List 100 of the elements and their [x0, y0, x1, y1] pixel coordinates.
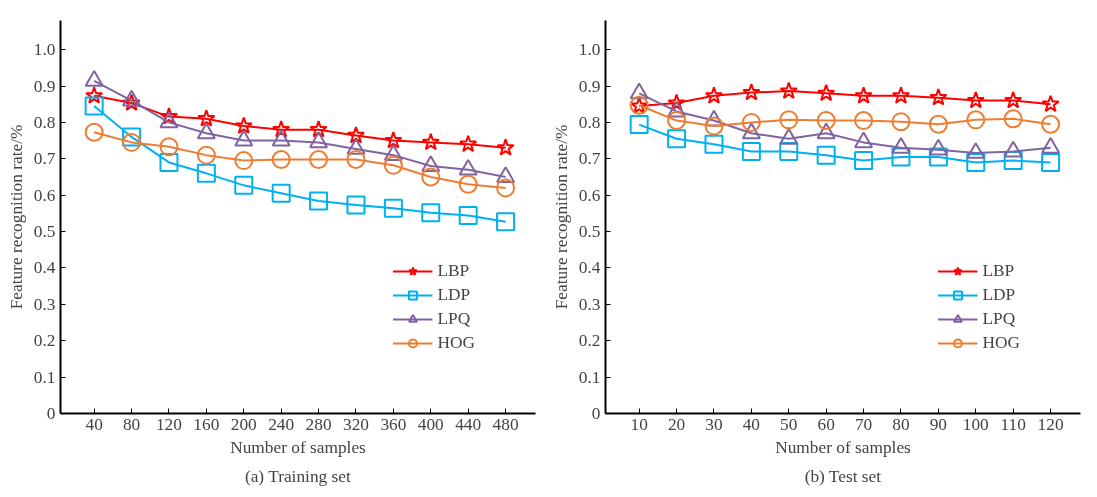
point — [159, 152, 179, 172]
point — [496, 138, 515, 156]
point — [1041, 94, 1060, 113]
x-tick-label: 50 — [780, 414, 798, 434]
point — [629, 115, 649, 135]
point — [966, 91, 985, 109]
point — [196, 163, 216, 183]
x-tick-label: 80 — [892, 414, 910, 434]
point — [309, 131, 329, 149]
point — [85, 86, 104, 104]
point — [779, 110, 799, 130]
point — [346, 125, 366, 144]
x-tick-label: 240 — [268, 414, 295, 434]
point — [667, 129, 687, 149]
legend-label: HOG — [437, 333, 475, 353]
point — [966, 152, 986, 172]
x-axis-title: Number of samples — [230, 437, 367, 457]
x-tick-label: 320 — [342, 414, 369, 434]
point — [421, 203, 441, 223]
y-tick-label: 1.0 — [33, 40, 56, 60]
point — [271, 150, 291, 169]
legend-label: LBP — [437, 261, 470, 281]
point — [458, 206, 478, 226]
point — [196, 145, 216, 165]
point — [159, 137, 179, 157]
point — [459, 134, 478, 153]
y-tick-label: 0.4 — [33, 258, 56, 278]
point — [272, 120, 291, 138]
legend-label: LPQ — [437, 309, 471, 329]
x-tick-label: 160 — [193, 414, 220, 434]
point — [346, 195, 366, 215]
point — [309, 191, 329, 211]
point — [496, 178, 516, 198]
point — [122, 93, 141, 111]
point — [1004, 91, 1023, 109]
point — [383, 198, 403, 218]
point — [271, 129, 291, 147]
point — [1041, 152, 1061, 172]
point — [742, 83, 761, 101]
point — [384, 131, 403, 149]
y-tick-label: 0 — [591, 404, 601, 423]
y-tick-label: 0.1 — [33, 367, 56, 387]
point — [122, 89, 142, 107]
x-tick-label: 40 — [85, 414, 103, 434]
point — [704, 134, 724, 154]
point — [667, 100, 687, 118]
point — [346, 138, 366, 155]
y-tick-label: 0.3 — [578, 294, 601, 314]
y-axis-title: Feature recognition rate/% — [551, 124, 571, 310]
y-tick-label: 0.7 — [578, 149, 601, 169]
point — [309, 120, 328, 138]
point — [817, 83, 836, 102]
point — [779, 81, 798, 99]
point — [1003, 109, 1023, 129]
point — [629, 82, 649, 100]
x-tick-label: 90 — [929, 414, 948, 434]
y-tick-label: 0.6 — [33, 185, 56, 205]
point — [854, 111, 874, 131]
x-tick-label: 280 — [305, 414, 332, 434]
point — [854, 151, 874, 171]
point — [704, 116, 724, 136]
point — [346, 150, 366, 169]
point — [234, 129, 254, 147]
x-tick-label: 440 — [455, 414, 482, 434]
x-tick-label: 70 — [854, 414, 873, 434]
y-tick-label: 0.4 — [578, 258, 601, 278]
point — [1003, 151, 1023, 171]
y-tick-label: 0 — [46, 404, 56, 423]
point — [458, 174, 478, 194]
x-tick-label: 20 — [667, 414, 686, 434]
x-tick-label: 80 — [122, 414, 141, 434]
y-tick-label: 0.9 — [578, 76, 601, 96]
point — [779, 142, 799, 161]
x-tick-label: 200 — [230, 414, 257, 434]
point — [159, 107, 179, 125]
point — [929, 88, 948, 106]
x-tick-label: 480 — [492, 414, 519, 434]
point — [667, 111, 687, 131]
legend-label: LDP — [437, 285, 471, 305]
x-tick-label: 30 — [705, 414, 723, 434]
x-axis-title: Number of samples — [775, 437, 912, 457]
point — [891, 147, 911, 167]
point — [928, 114, 948, 134]
x-tick-label: 400 — [417, 414, 444, 434]
point — [891, 112, 911, 132]
point — [741, 112, 761, 132]
point — [741, 142, 761, 161]
point — [421, 132, 440, 151]
y-tick-label: 1.0 — [578, 40, 601, 60]
legend-label: HOG — [982, 333, 1020, 353]
point — [84, 70, 104, 87]
y-axis-title: Feature recognition rate/% — [6, 124, 26, 310]
point — [1041, 114, 1061, 134]
y-tick-label: 0.9 — [33, 76, 56, 96]
point — [421, 167, 441, 187]
point — [122, 132, 142, 152]
point — [196, 122, 216, 140]
point — [197, 109, 216, 127]
x-tick-label: 100 — [962, 414, 989, 434]
y-tick-label: 0.6 — [578, 185, 601, 205]
